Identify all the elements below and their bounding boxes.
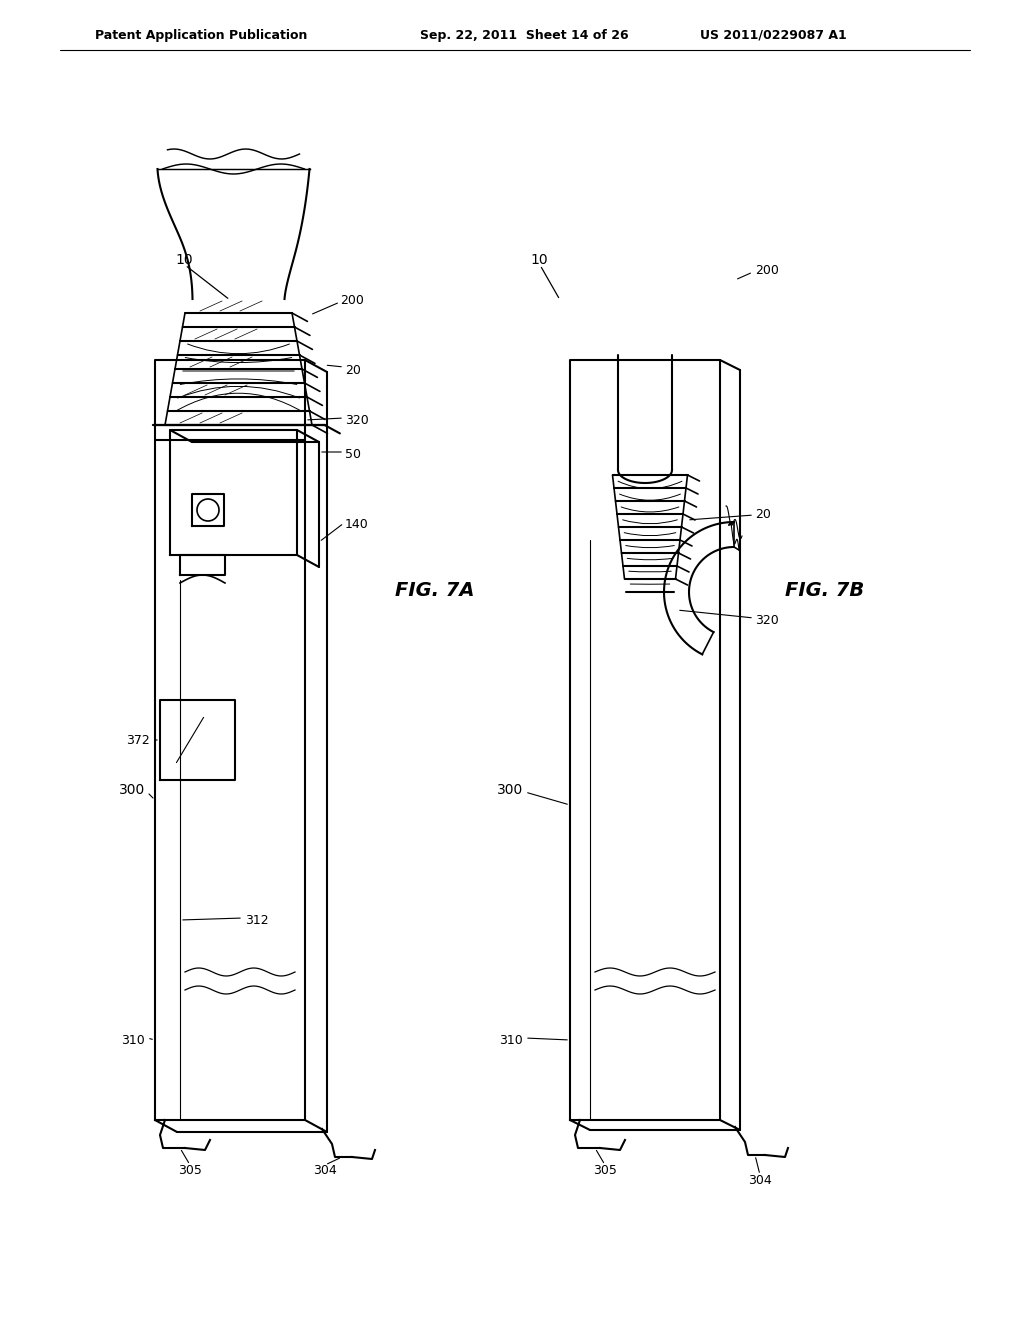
- Text: 372: 372: [126, 734, 150, 747]
- Text: 310: 310: [121, 1034, 145, 1047]
- Text: 305: 305: [593, 1163, 616, 1176]
- Text: FIG. 7B: FIG. 7B: [785, 581, 864, 599]
- Text: US 2011/0229087 A1: US 2011/0229087 A1: [700, 29, 847, 41]
- Text: 305: 305: [178, 1163, 202, 1176]
- Text: 310: 310: [500, 1034, 523, 1047]
- Text: FIG. 7A: FIG. 7A: [395, 581, 474, 599]
- Text: 200: 200: [755, 264, 779, 276]
- Text: Patent Application Publication: Patent Application Publication: [95, 29, 307, 41]
- Text: 300: 300: [119, 783, 145, 797]
- Text: 10: 10: [530, 253, 548, 267]
- Text: 320: 320: [345, 413, 369, 426]
- Text: Sep. 22, 2011  Sheet 14 of 26: Sep. 22, 2011 Sheet 14 of 26: [420, 29, 629, 41]
- Text: 140: 140: [345, 519, 369, 532]
- Text: 200: 200: [340, 293, 364, 306]
- Text: 20: 20: [755, 508, 771, 521]
- Text: 50: 50: [345, 449, 361, 462]
- Text: 300: 300: [497, 783, 523, 797]
- Text: 10: 10: [175, 253, 193, 267]
- Text: 312: 312: [245, 913, 268, 927]
- Text: 304: 304: [749, 1173, 772, 1187]
- Text: 20: 20: [345, 363, 360, 376]
- Text: 320: 320: [755, 614, 778, 627]
- Text: 304: 304: [313, 1163, 337, 1176]
